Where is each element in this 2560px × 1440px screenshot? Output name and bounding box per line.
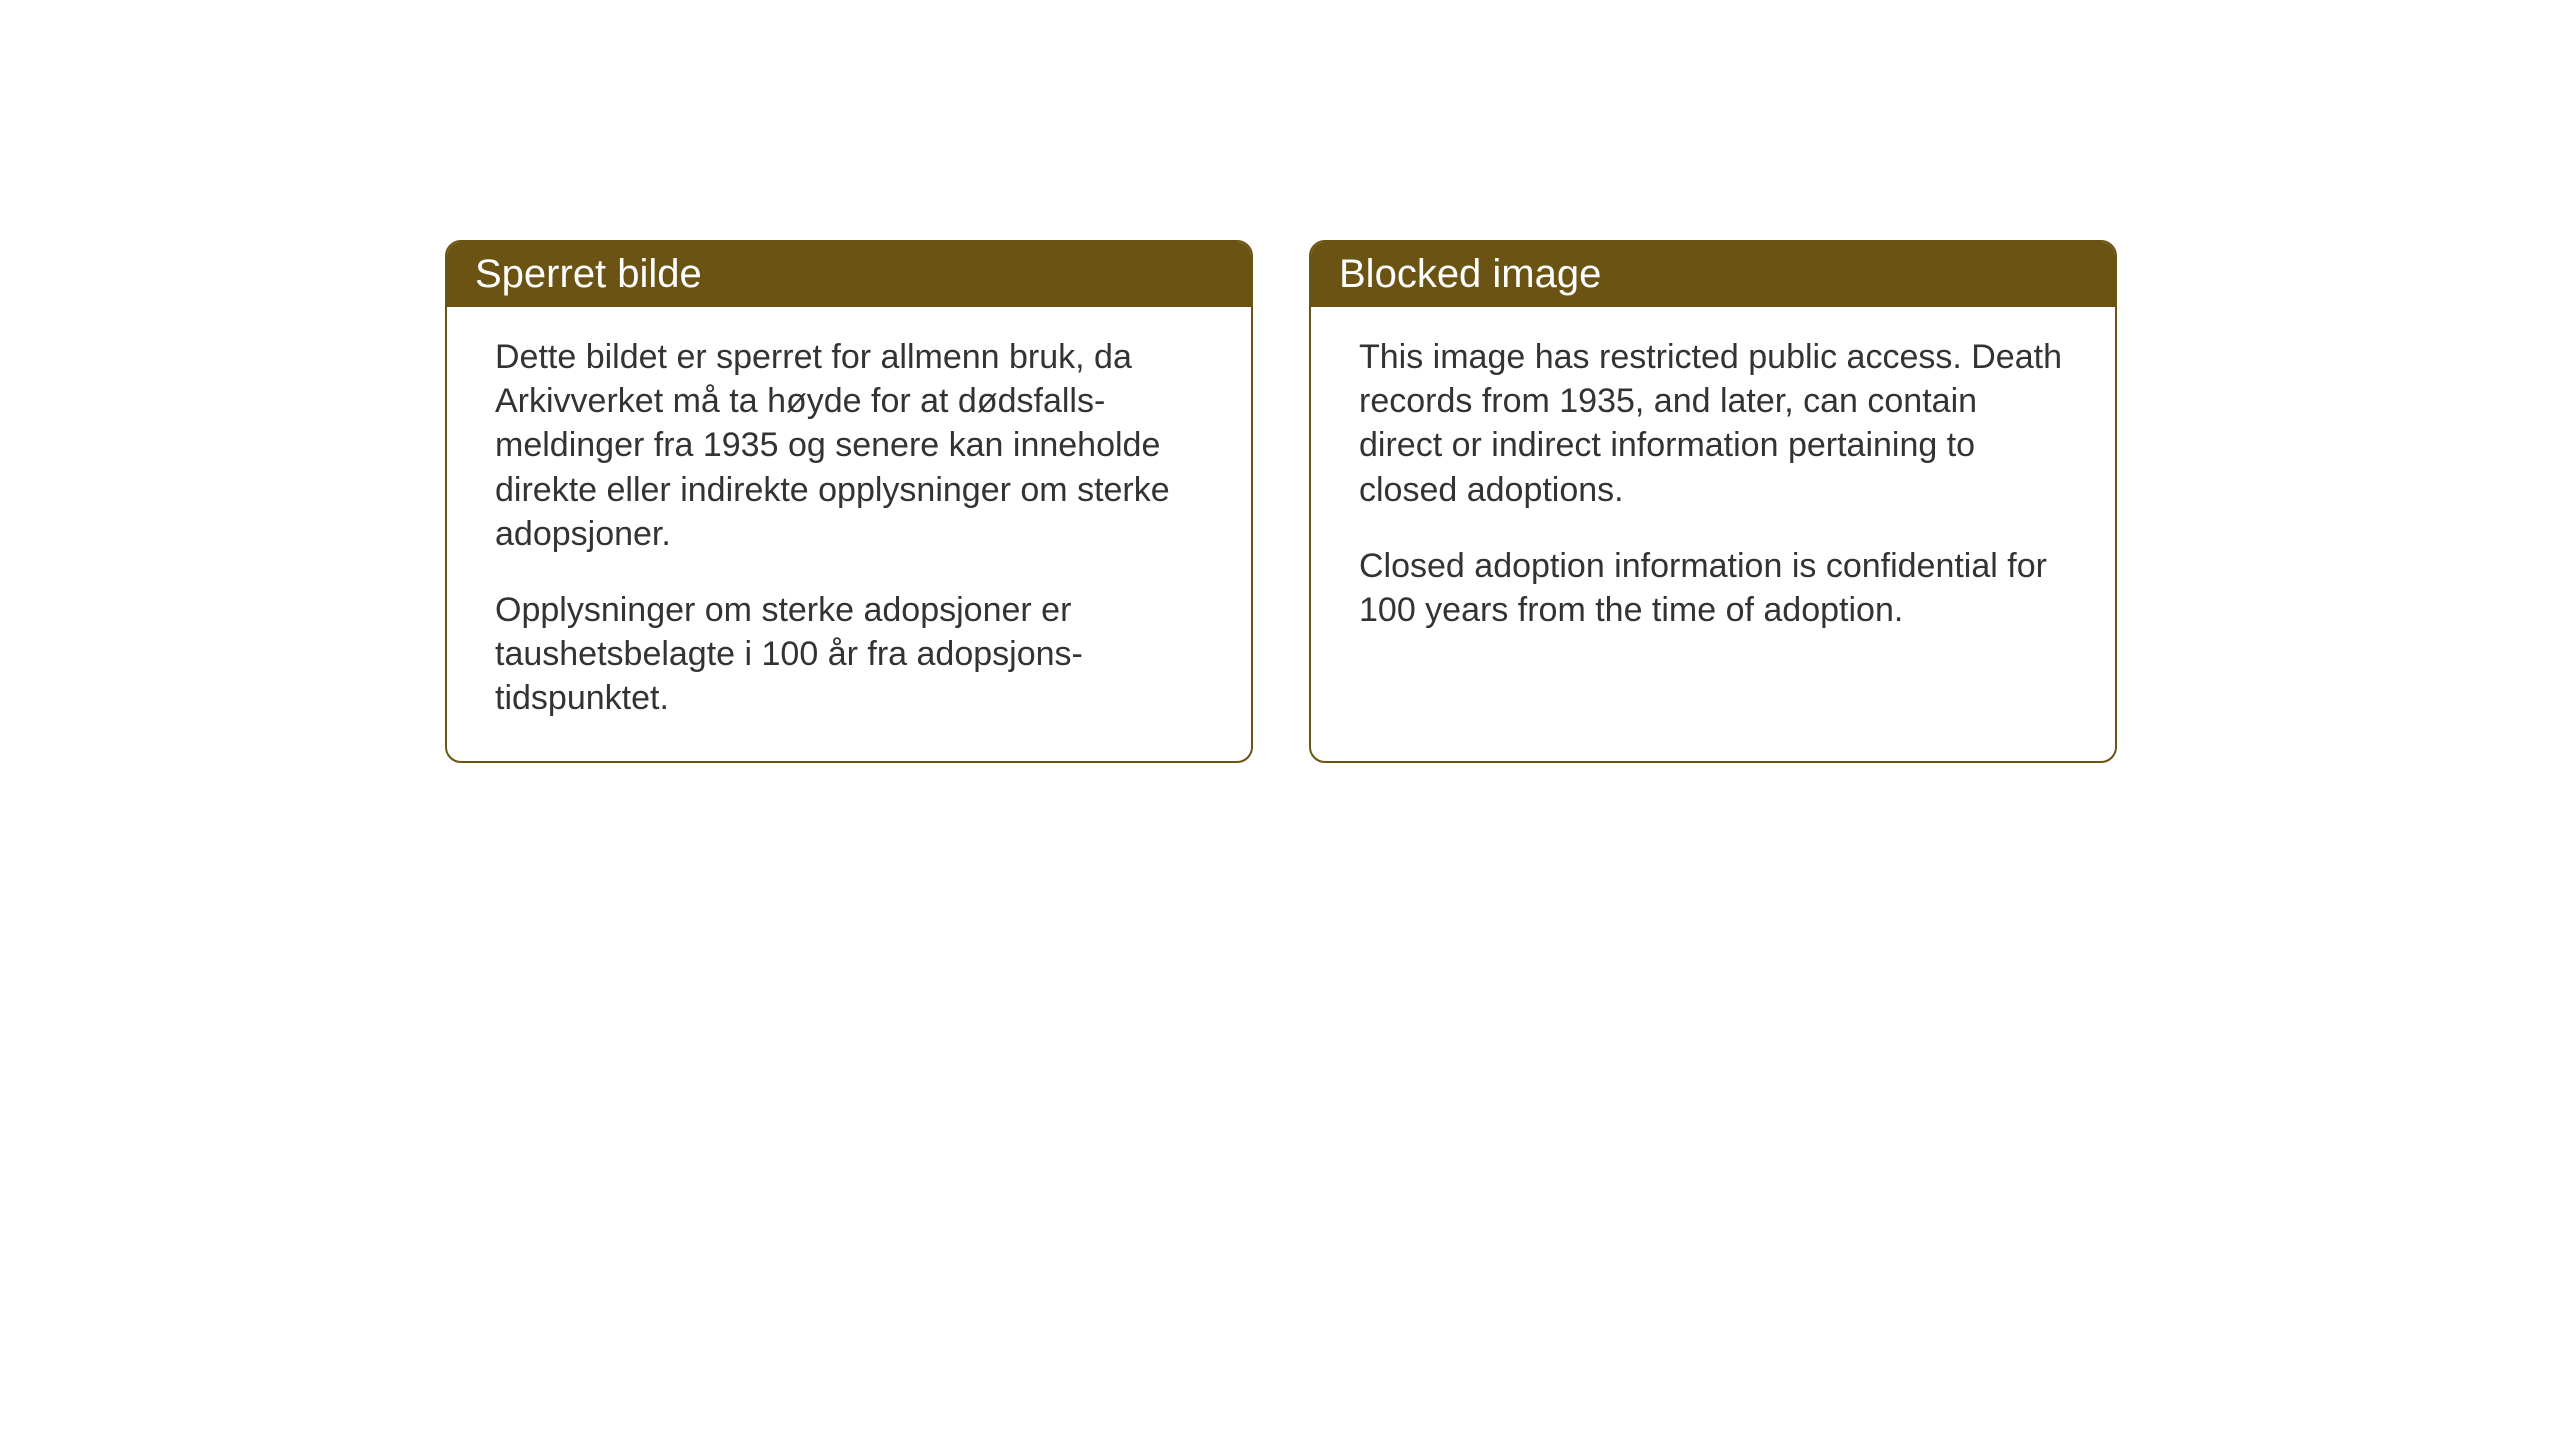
card-title-norwegian: Sperret bilde	[475, 252, 702, 296]
card-paragraph2-english: Closed adoption information is confident…	[1359, 544, 2067, 632]
card-header-norwegian: Sperret bilde	[447, 242, 1251, 307]
notice-card-norwegian: Sperret bilde Dette bildet er sperret fo…	[445, 240, 1253, 763]
card-body-english: This image has restricted public access.…	[1311, 307, 2115, 672]
notice-container: Sperret bilde Dette bildet er sperret fo…	[445, 240, 2117, 763]
card-body-norwegian: Dette bildet er sperret for allmenn bruk…	[447, 307, 1251, 761]
card-header-english: Blocked image	[1311, 242, 2115, 307]
notice-card-english: Blocked image This image has restricted …	[1309, 240, 2117, 763]
card-paragraph1-english: This image has restricted public access.…	[1359, 335, 2067, 512]
card-paragraph1-norwegian: Dette bildet er sperret for allmenn bruk…	[495, 335, 1203, 556]
card-paragraph2-norwegian: Opplysninger om sterke adopsjoner er tau…	[495, 588, 1203, 721]
card-title-english: Blocked image	[1339, 252, 1601, 296]
